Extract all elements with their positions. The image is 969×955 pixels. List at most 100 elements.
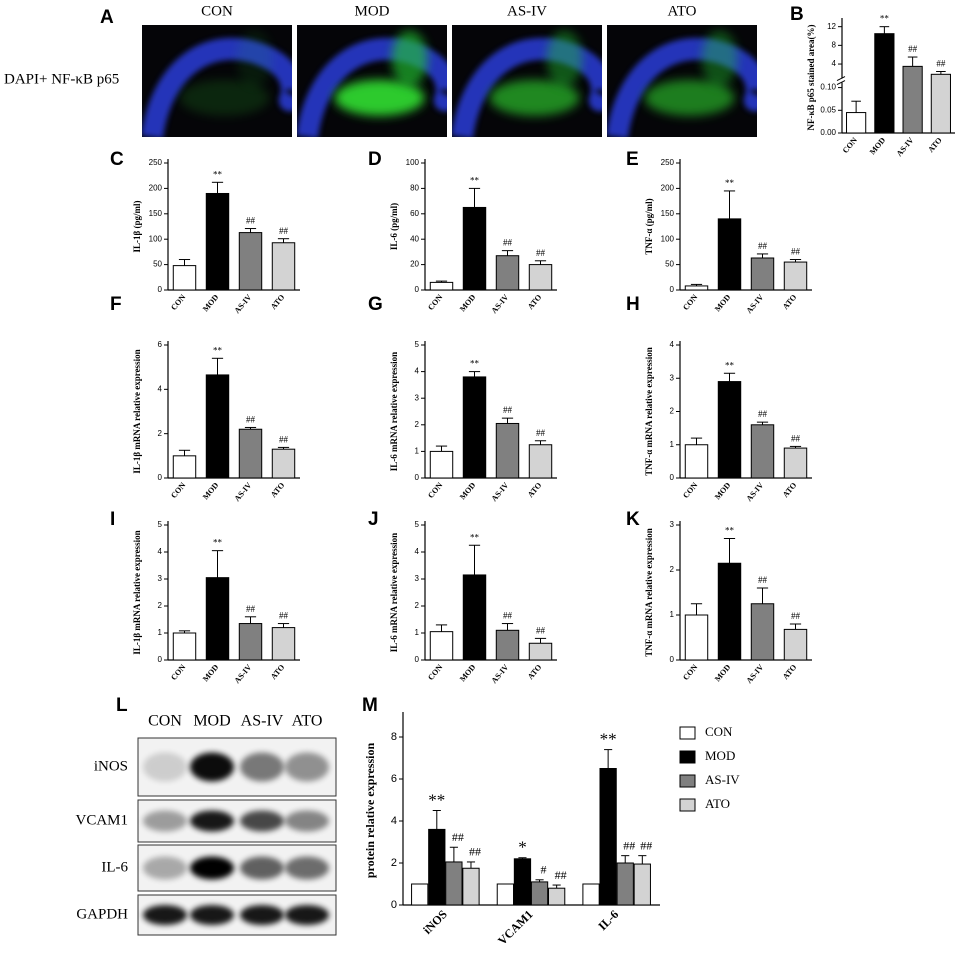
bar xyxy=(783,261,808,291)
x-tick-label: MOD xyxy=(713,481,733,502)
blot-band xyxy=(240,905,284,925)
bar xyxy=(717,381,742,479)
bar xyxy=(616,862,634,906)
panel-letter: D xyxy=(368,149,382,170)
legend-label: ATO xyxy=(705,796,730,811)
significance-label: ## xyxy=(758,241,768,251)
significance-label: * xyxy=(518,838,527,857)
y-tick-label: 200 xyxy=(661,184,675,193)
panel-letter: E xyxy=(626,149,639,170)
legend-label: AS-IV xyxy=(705,772,740,787)
bar xyxy=(462,867,480,906)
significance-label: ## xyxy=(452,830,464,844)
y-tick-label: 250 xyxy=(661,158,675,167)
significance-label: ## xyxy=(758,575,768,585)
bar xyxy=(633,863,651,906)
significance-label: ** xyxy=(213,345,223,355)
significance-label: ## xyxy=(279,434,289,444)
x-tick-label: MOD xyxy=(713,663,733,684)
image-content xyxy=(297,30,447,137)
column-label: MOD xyxy=(354,3,389,19)
y-tick-label: 100 xyxy=(149,234,163,243)
x-tick-label: AS-IV xyxy=(233,481,254,504)
x-tick-label: AS-IV xyxy=(233,293,254,316)
y-tick-label: 1 xyxy=(415,628,420,637)
bar xyxy=(684,285,709,291)
y-axis-label: IL-6 mRNA relative expression xyxy=(389,352,399,471)
stain xyxy=(546,30,583,87)
y-tick-label: 6 xyxy=(391,773,397,785)
significance-label: ## xyxy=(936,59,946,69)
y-tick-label: 50 xyxy=(153,260,162,269)
x-tick-label: CON xyxy=(426,293,444,313)
x-tick-label: IL-6 xyxy=(595,907,621,933)
bar xyxy=(445,861,463,906)
blot-band xyxy=(143,856,187,880)
y-tick-label: 40 xyxy=(410,234,419,243)
panel-letter: K xyxy=(626,509,640,530)
y-tick-label: 2 xyxy=(391,857,397,869)
bar xyxy=(513,858,532,906)
y-tick-label: 4 xyxy=(158,384,163,393)
y-tick-label: 3 xyxy=(670,373,675,382)
bar xyxy=(496,883,515,906)
blot-band xyxy=(240,810,284,832)
y-tick-label: 250 xyxy=(149,158,163,167)
bar xyxy=(172,455,197,479)
column-label: AS-IV xyxy=(507,3,547,19)
x-tick-label: AS-IV xyxy=(895,136,916,159)
axis-break xyxy=(837,78,847,83)
y-tick-label: 6 xyxy=(158,340,163,349)
y-tick-label: 0 xyxy=(415,473,420,482)
x-tick-label: ATO xyxy=(269,663,287,682)
y-tick-label: 1 xyxy=(158,628,163,637)
x-tick-label: MOD xyxy=(868,136,888,157)
x-tick-label: ATO xyxy=(926,136,944,155)
blot-band xyxy=(143,810,187,832)
stain xyxy=(391,30,428,87)
image-content xyxy=(452,30,602,137)
bar xyxy=(428,828,446,906)
significance-label: ## xyxy=(246,216,256,226)
bar xyxy=(528,642,553,661)
micrograph xyxy=(452,25,602,137)
x-tick-label: ATO xyxy=(526,663,544,682)
y-tick-label: 3 xyxy=(158,574,163,583)
y-tick-label: 2 xyxy=(415,601,420,610)
micrograph xyxy=(607,25,757,137)
significance-label: ## xyxy=(640,838,652,852)
y-tick-label: 4 xyxy=(158,547,163,556)
bar xyxy=(205,577,230,661)
column-label: AS-IV xyxy=(241,713,284,730)
significance-label: ## xyxy=(246,415,256,425)
column-label: CON xyxy=(148,713,182,730)
bar xyxy=(172,265,197,291)
bar xyxy=(429,450,454,479)
x-tick-label: AS-IV xyxy=(745,663,766,686)
bar xyxy=(495,422,520,479)
legend-swatch xyxy=(679,774,696,788)
significance-label: ** xyxy=(470,532,480,542)
significance-label: ** xyxy=(470,359,480,369)
image-content xyxy=(607,30,757,137)
blot-band xyxy=(190,810,234,832)
stain xyxy=(489,79,580,116)
x-tick-label: MOD xyxy=(201,481,221,502)
panel-letter: J xyxy=(368,509,379,530)
bar xyxy=(783,447,808,479)
significance-label: ## xyxy=(791,611,801,621)
y-tick-label: 60 xyxy=(410,209,419,218)
significance-label: ## xyxy=(536,248,546,258)
bar xyxy=(717,218,742,291)
significance-label: ** xyxy=(213,538,223,548)
significance-label: ** xyxy=(428,790,445,809)
micrograph xyxy=(297,25,447,137)
x-tick-label: CON xyxy=(169,663,187,683)
bar xyxy=(172,632,197,661)
blot-band xyxy=(190,752,234,782)
bar xyxy=(429,631,454,661)
x-tick-label: CON xyxy=(681,293,699,313)
panel-letter: H xyxy=(626,294,640,315)
y-tick-label: 4 xyxy=(391,815,397,827)
blot-band xyxy=(143,905,187,925)
